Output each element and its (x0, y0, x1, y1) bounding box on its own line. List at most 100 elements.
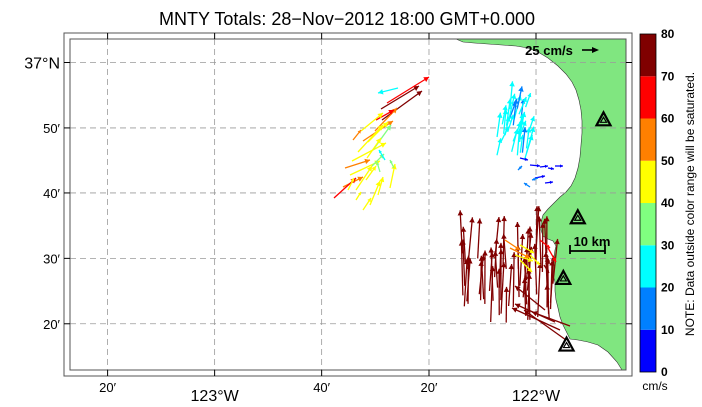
current-vector (519, 114, 524, 130)
vector-shaft (498, 242, 502, 288)
vector-head (542, 218, 548, 224)
vector-head (536, 164, 540, 168)
vector-head (521, 257, 528, 263)
vector-shaft (463, 259, 468, 307)
current-vector (521, 127, 528, 153)
current-vector (355, 191, 362, 201)
vector-head (552, 257, 556, 262)
vector-head (497, 112, 503, 118)
current-vector (519, 233, 526, 286)
current-vector (362, 197, 372, 211)
current-vectors (333, 76, 571, 341)
vector-head (525, 127, 532, 133)
vector-head (519, 114, 524, 119)
vector-head (501, 233, 507, 239)
vector-head (366, 166, 372, 172)
station-triangle (594, 109, 613, 127)
vector-shaft (534, 243, 538, 295)
vector-head (367, 198, 371, 203)
current-vector (509, 247, 531, 259)
current-vector (516, 128, 522, 156)
vector-head (500, 262, 507, 268)
current-vector (460, 226, 467, 263)
vector-shaft (507, 263, 513, 307)
vector-head (385, 125, 391, 131)
current-vector (503, 286, 510, 323)
current-vector (525, 92, 532, 108)
vector-head (497, 138, 503, 144)
vector-head (364, 158, 370, 165)
current-vector (369, 180, 381, 206)
current-vector (519, 259, 533, 273)
current-vector (488, 247, 494, 301)
vector-head (377, 113, 383, 119)
colorbar-segment (640, 203, 656, 246)
vector-shaft (512, 252, 515, 308)
vector-head (518, 166, 522, 170)
current-vector (539, 239, 551, 249)
scale-vector-arrowhead (592, 47, 599, 53)
vector-head (375, 138, 381, 144)
current-vector (502, 109, 509, 134)
vector-shaft (537, 263, 541, 318)
radar-station-marker (554, 268, 573, 286)
current-vector (496, 138, 503, 156)
current-vector (523, 182, 531, 188)
radar-station-marker (568, 207, 587, 225)
vector-head (375, 181, 381, 187)
lon-tick-label: 20′ (99, 380, 116, 395)
current-vector (511, 252, 517, 308)
current-vector (527, 115, 535, 135)
colorbar-tick-label: 70 (661, 69, 675, 83)
current-vector (377, 176, 385, 196)
scale-vector-label: 25 cm/s (525, 43, 573, 58)
current-vector (351, 142, 387, 162)
vector-head (527, 232, 534, 238)
vector-shaft (547, 258, 550, 314)
current-vector (367, 121, 389, 143)
vector-head (379, 177, 385, 183)
vector-head (350, 178, 355, 182)
colorbar-tick-label: 20 (661, 281, 675, 295)
vector-shaft (490, 247, 494, 301)
vector-head (521, 127, 528, 133)
current-vector (377, 87, 399, 95)
vector-head (529, 249, 534, 253)
current-vector (347, 177, 355, 191)
current-vector (507, 263, 515, 307)
current-vector (523, 309, 567, 341)
lon-tick-label: 40′ (313, 380, 330, 395)
vector-shaft (549, 255, 555, 303)
vector-head (515, 286, 521, 292)
vector-head (514, 221, 521, 228)
colorbar-tick-label: 30 (661, 238, 675, 252)
lat-tick-label: 30′ (43, 251, 60, 266)
vector-shaft (535, 206, 538, 261)
vector-shaft (519, 233, 524, 286)
vector-head (525, 228, 531, 234)
vector-head (546, 269, 549, 273)
vector-head (457, 210, 464, 216)
current-vector (381, 90, 423, 121)
vector-head (476, 218, 483, 224)
vector-shaft (477, 218, 481, 259)
vector-head (527, 93, 532, 98)
current-vector (478, 255, 486, 295)
axis-labels: 20′ 123°W 40′ 20′ 122°W 37°N 50′ 40′ 30′ 20′ (24, 33, 632, 405)
colorbar-tick-label: 80 (661, 27, 675, 41)
vector-shaft (514, 285, 546, 311)
vector-head (469, 217, 475, 223)
vector-head (543, 251, 549, 258)
ocean-area (70, 39, 626, 370)
current-vector (534, 174, 546, 179)
vector-head (379, 150, 382, 154)
vector-head (532, 311, 538, 317)
current-vector (518, 96, 527, 115)
vector-head (380, 142, 386, 148)
current-vector (366, 137, 382, 159)
vector-head (528, 134, 534, 141)
colorbar-note: NOTE: Data outside color range will be s… (683, 72, 697, 336)
vector-head (515, 303, 521, 309)
current-vector (378, 149, 386, 161)
